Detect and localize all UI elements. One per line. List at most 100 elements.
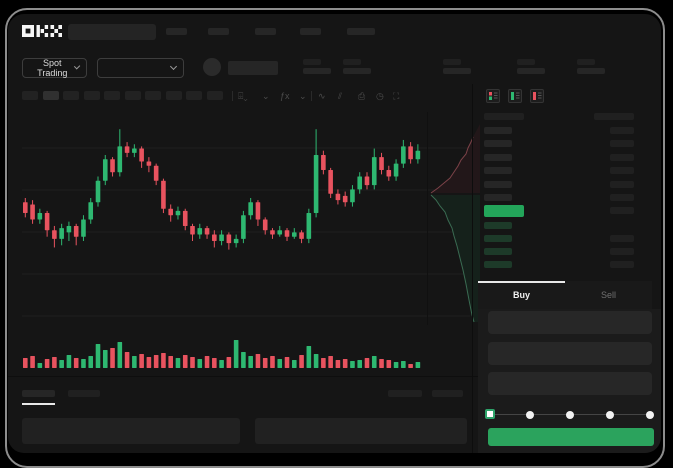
bid-price[interactable] — [484, 222, 512, 229]
search-input[interactable] — [68, 24, 156, 40]
volume-chart — [22, 338, 422, 368]
slider-stop[interactable] — [485, 409, 495, 419]
app-window: Spot Trading ⌹⌄ ⌄ ƒx ⌄ ∿ ⫽ ⎙ ◷ ⛶ — [8, 14, 661, 453]
trade-side-tabs: Buy Sell — [478, 281, 652, 309]
book-bids-icon-glyph — [511, 92, 520, 100]
timeframe-tab[interactable] — [63, 91, 79, 100]
timeframe-tab[interactable] — [206, 91, 223, 100]
last-price-badge — [484, 205, 524, 217]
amount-slider[interactable] — [485, 409, 654, 419]
active-tab-underline — [22, 403, 55, 405]
orders-tab-active[interactable] — [22, 390, 55, 397]
ask-price[interactable] — [484, 180, 512, 188]
book-all-icon-glyph — [489, 92, 498, 100]
timeframe-tab[interactable] — [145, 91, 161, 100]
orders-action[interactable] — [388, 390, 422, 397]
pair-select[interactable] — [97, 58, 184, 78]
timeframe-tab[interactable] — [42, 91, 59, 100]
ask-price[interactable] — [484, 153, 512, 161]
bid-price[interactable] — [484, 248, 512, 255]
stat-label — [343, 59, 361, 65]
coin-avatar — [203, 58, 221, 76]
buy-submit-button[interactable] — [488, 428, 654, 446]
stat-label — [577, 59, 595, 65]
ask-amount[interactable] — [610, 167, 634, 175]
timeframe-tab[interactable] — [124, 91, 141, 100]
stat-value — [517, 68, 545, 74]
total-input[interactable] — [488, 372, 652, 395]
timeframe-tab[interactable] — [22, 91, 38, 100]
orderbook-header-price — [484, 113, 524, 120]
stat-label — [443, 59, 461, 65]
stat-value — [343, 68, 371, 74]
nav-item[interactable] — [208, 28, 229, 35]
candlestick-chart[interactable] — [22, 112, 470, 327]
ask-price[interactable] — [484, 127, 512, 134]
ask-price[interactable] — [484, 167, 512, 175]
candle-style-icon[interactable]: ⌹⌄ — [238, 91, 248, 101]
history-icon[interactable]: ◷ — [376, 91, 384, 101]
top-nav-bar — [8, 14, 661, 48]
depth-profile — [427, 112, 480, 325]
nav-item[interactable] — [255, 28, 276, 35]
stat-label — [303, 59, 321, 65]
ask-amount[interactable] — [610, 180, 634, 188]
timeframe-tab[interactable] — [83, 91, 100, 100]
bid-amount[interactable] — [610, 248, 634, 255]
buy-tab-indicator — [478, 281, 565, 283]
screenshot-icon[interactable]: ⎙ — [358, 91, 366, 101]
slider-stop[interactable] — [606, 410, 614, 419]
timeframe-tab[interactable] — [186, 91, 202, 100]
stat-value — [303, 68, 331, 74]
pair-name-placeholder — [228, 61, 278, 75]
ask-price[interactable] — [484, 194, 512, 201]
book-asks-icon-glyph — [533, 92, 542, 100]
nav-item[interactable] — [166, 28, 187, 35]
book-all-icon[interactable] — [486, 89, 500, 103]
okx-logo — [22, 25, 62, 37]
bid-price[interactable] — [484, 235, 512, 242]
bid-amount[interactable] — [610, 261, 634, 268]
collapse-chevron-icon[interactable]: ⌄ — [299, 91, 307, 101]
bid-amount[interactable] — [610, 235, 634, 242]
nav-item[interactable] — [300, 28, 321, 35]
slider-stop[interactable] — [646, 410, 654, 419]
orders-table-placeholder — [255, 418, 467, 444]
orders-table-placeholder — [22, 418, 240, 444]
divider — [8, 376, 478, 377]
book-asks-icon[interactable] — [530, 89, 544, 103]
ask-amount[interactable] — [610, 194, 634, 201]
indicators-icon[interactable]: ƒx — [280, 91, 290, 101]
ask-amount[interactable] — [610, 127, 634, 134]
stat-value — [443, 68, 471, 74]
draw-tool-icon[interactable]: ⫽ — [338, 91, 343, 101]
ask-price[interactable] — [484, 140, 512, 148]
divider — [232, 91, 233, 101]
timeframe-tab[interactable] — [104, 91, 120, 100]
orders-tab[interactable] — [68, 390, 100, 397]
last-price-amount — [610, 207, 634, 214]
nav-item-far[interactable] — [347, 28, 375, 35]
slider-stop[interactable] — [566, 410, 574, 419]
orders-action[interactable] — [432, 390, 463, 397]
tab-buy[interactable]: Buy — [512, 290, 530, 300]
timeframe-tab[interactable] — [165, 91, 182, 100]
stat-value — [577, 68, 605, 74]
orderbook-header-amount — [594, 113, 634, 120]
chevron-down-icon — [169, 62, 178, 71]
amount-input[interactable] — [488, 342, 652, 365]
fullscreen-icon[interactable]: ⛶ — [393, 91, 400, 101]
bid-price[interactable] — [484, 261, 512, 268]
tab-sell[interactable]: Sell — [600, 290, 616, 300]
ask-amount[interactable] — [610, 140, 634, 148]
interval-chevron-icon[interactable]: ⌄ — [262, 91, 270, 101]
ask-amount[interactable] — [610, 153, 634, 161]
line-tool-icon[interactable]: ∿ — [318, 91, 326, 101]
book-bids-icon[interactable] — [508, 89, 522, 103]
panel-divider — [472, 84, 473, 453]
price-input[interactable] — [488, 311, 652, 334]
divider — [311, 91, 312, 101]
stat-label — [517, 59, 535, 65]
slider-stop[interactable] — [526, 410, 534, 419]
market-type-select[interactable]: Spot Trading — [22, 58, 87, 78]
